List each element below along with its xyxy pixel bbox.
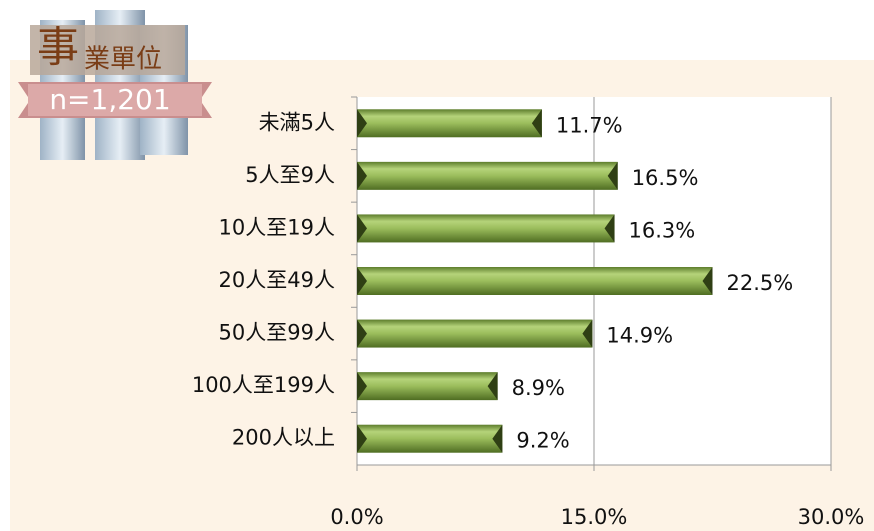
bar [357,425,502,453]
bar [357,109,542,137]
y-tick-label: 200人以上 [232,426,335,450]
x-tick-label: 30.0% [798,505,865,529]
value-label: 8.9% [512,376,565,400]
value-label: 14.9% [606,324,673,348]
value-label: 22.5% [727,271,794,295]
badge-title-first: 事 [37,23,79,72]
value-label: 16.3% [629,218,696,242]
y-tick-label: 50人至99人 [219,321,335,345]
x-tick-label: 15.0% [561,505,628,529]
bar [357,372,498,400]
y-tick-label: 100人至199人 [192,373,335,397]
value-label: 16.5% [632,166,699,190]
bar [357,320,592,348]
value-label: 9.2% [516,429,569,453]
y-tick-label: 5人至9人 [245,163,335,187]
bar [357,162,618,190]
bar [357,214,615,242]
badge-sample: n=1,201 [49,83,170,116]
y-tick-label: 20人至49人 [219,268,335,292]
badge-title-rest: 業單位 [84,45,162,75]
y-tick-label: 未滿5人 [259,110,335,134]
value-label: 11.7% [556,113,623,137]
x-tick-label: 0.0% [330,505,383,529]
y-tick-label: 10人至19人 [219,215,335,239]
bar [357,267,713,295]
chart: 事 業單位 n=1,201 0.0% 15.0% 30.0% 未滿5人 11.7% 5人至… [0,0,874,531]
